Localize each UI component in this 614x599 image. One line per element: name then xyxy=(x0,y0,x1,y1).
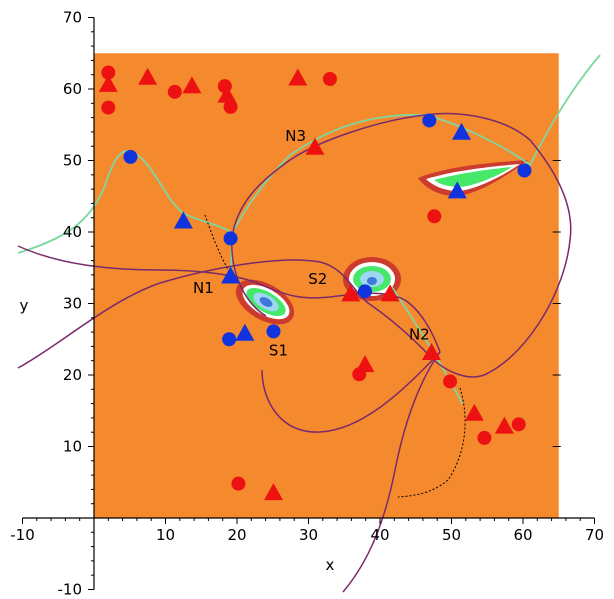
blue-triangle-point xyxy=(452,122,472,140)
x-axis-label: x xyxy=(326,556,335,574)
annotation-n3: N3 xyxy=(285,127,306,145)
x-tick-label: -10 xyxy=(10,526,35,544)
contour-blob-s1 xyxy=(235,279,295,325)
blue-triangle-point xyxy=(235,323,255,341)
blue-circle-point xyxy=(357,284,372,299)
x-tick-label: 70 xyxy=(585,526,604,544)
y-tick-label: 70 xyxy=(63,9,82,27)
y-tick-label: 10 xyxy=(63,438,82,456)
red-triangle-point xyxy=(98,74,118,92)
annotation-n1: N1 xyxy=(193,279,214,297)
red-triangle-point xyxy=(494,416,514,434)
y-tick-label: -10 xyxy=(58,581,83,599)
y-tick-label: 40 xyxy=(63,223,82,241)
y-tick-label: 20 xyxy=(63,366,82,384)
red-triangle-point xyxy=(263,483,283,501)
blue-circle-point xyxy=(223,231,238,246)
blue-triangle-point xyxy=(221,266,241,284)
annotations: N3 N1 S1 S2 N2 xyxy=(193,127,430,360)
red-triangle-point xyxy=(464,403,484,421)
contour-blob-top xyxy=(418,160,528,197)
blue-triangle-point xyxy=(173,211,193,229)
red-circle-point xyxy=(477,430,492,445)
red-circle-point xyxy=(322,71,337,86)
red-triangle-point xyxy=(305,137,325,155)
red-circle-point xyxy=(223,99,238,114)
blue-circle-point xyxy=(222,332,237,347)
red-triangle-point xyxy=(355,355,375,373)
annotation-s2: S2 xyxy=(308,270,327,288)
red-circle-point xyxy=(427,209,442,224)
red-circle-point xyxy=(443,374,458,389)
blue-circle-point xyxy=(123,149,138,164)
red-triangle-point xyxy=(341,284,361,302)
annotation-s1: S1 xyxy=(269,342,288,360)
red-circle-point xyxy=(167,84,182,99)
red-triangle-point xyxy=(217,85,237,103)
y-tick-label: 50 xyxy=(63,152,82,170)
red-triangle-point xyxy=(288,68,308,86)
red-circle-point xyxy=(101,65,116,80)
annotation-n2: N2 xyxy=(409,325,430,343)
red-circle-point xyxy=(231,476,246,491)
axes: -10 10 20 30 40 50 60 70 -10 10 20 30 40 50 60 70 xyxy=(10,9,604,599)
red-circle-point xyxy=(511,417,526,432)
x-tick-label: 60 xyxy=(513,526,532,544)
blue-circle-point xyxy=(517,163,532,178)
markers xyxy=(98,65,532,501)
red-triangle-point xyxy=(138,67,158,85)
y-tick-label: 60 xyxy=(63,80,82,98)
x-tick-label: 50 xyxy=(442,526,461,544)
red-triangle-point xyxy=(380,284,400,302)
y-axis-label: y xyxy=(20,297,29,315)
red-circle-point xyxy=(101,100,116,115)
y-tick-label: 30 xyxy=(63,295,82,313)
blue-circle-point xyxy=(266,324,281,339)
trajectories xyxy=(17,112,572,593)
x-tick-label: 40 xyxy=(370,526,389,544)
red-triangle-point xyxy=(182,76,202,94)
blue-circle-point xyxy=(422,113,437,128)
x-tick-label: 20 xyxy=(227,526,246,544)
blue-triangle-point xyxy=(447,181,467,199)
red-triangle-point xyxy=(421,343,441,361)
x-tick-label: 10 xyxy=(156,526,175,544)
x-tick-label: 30 xyxy=(299,526,318,544)
